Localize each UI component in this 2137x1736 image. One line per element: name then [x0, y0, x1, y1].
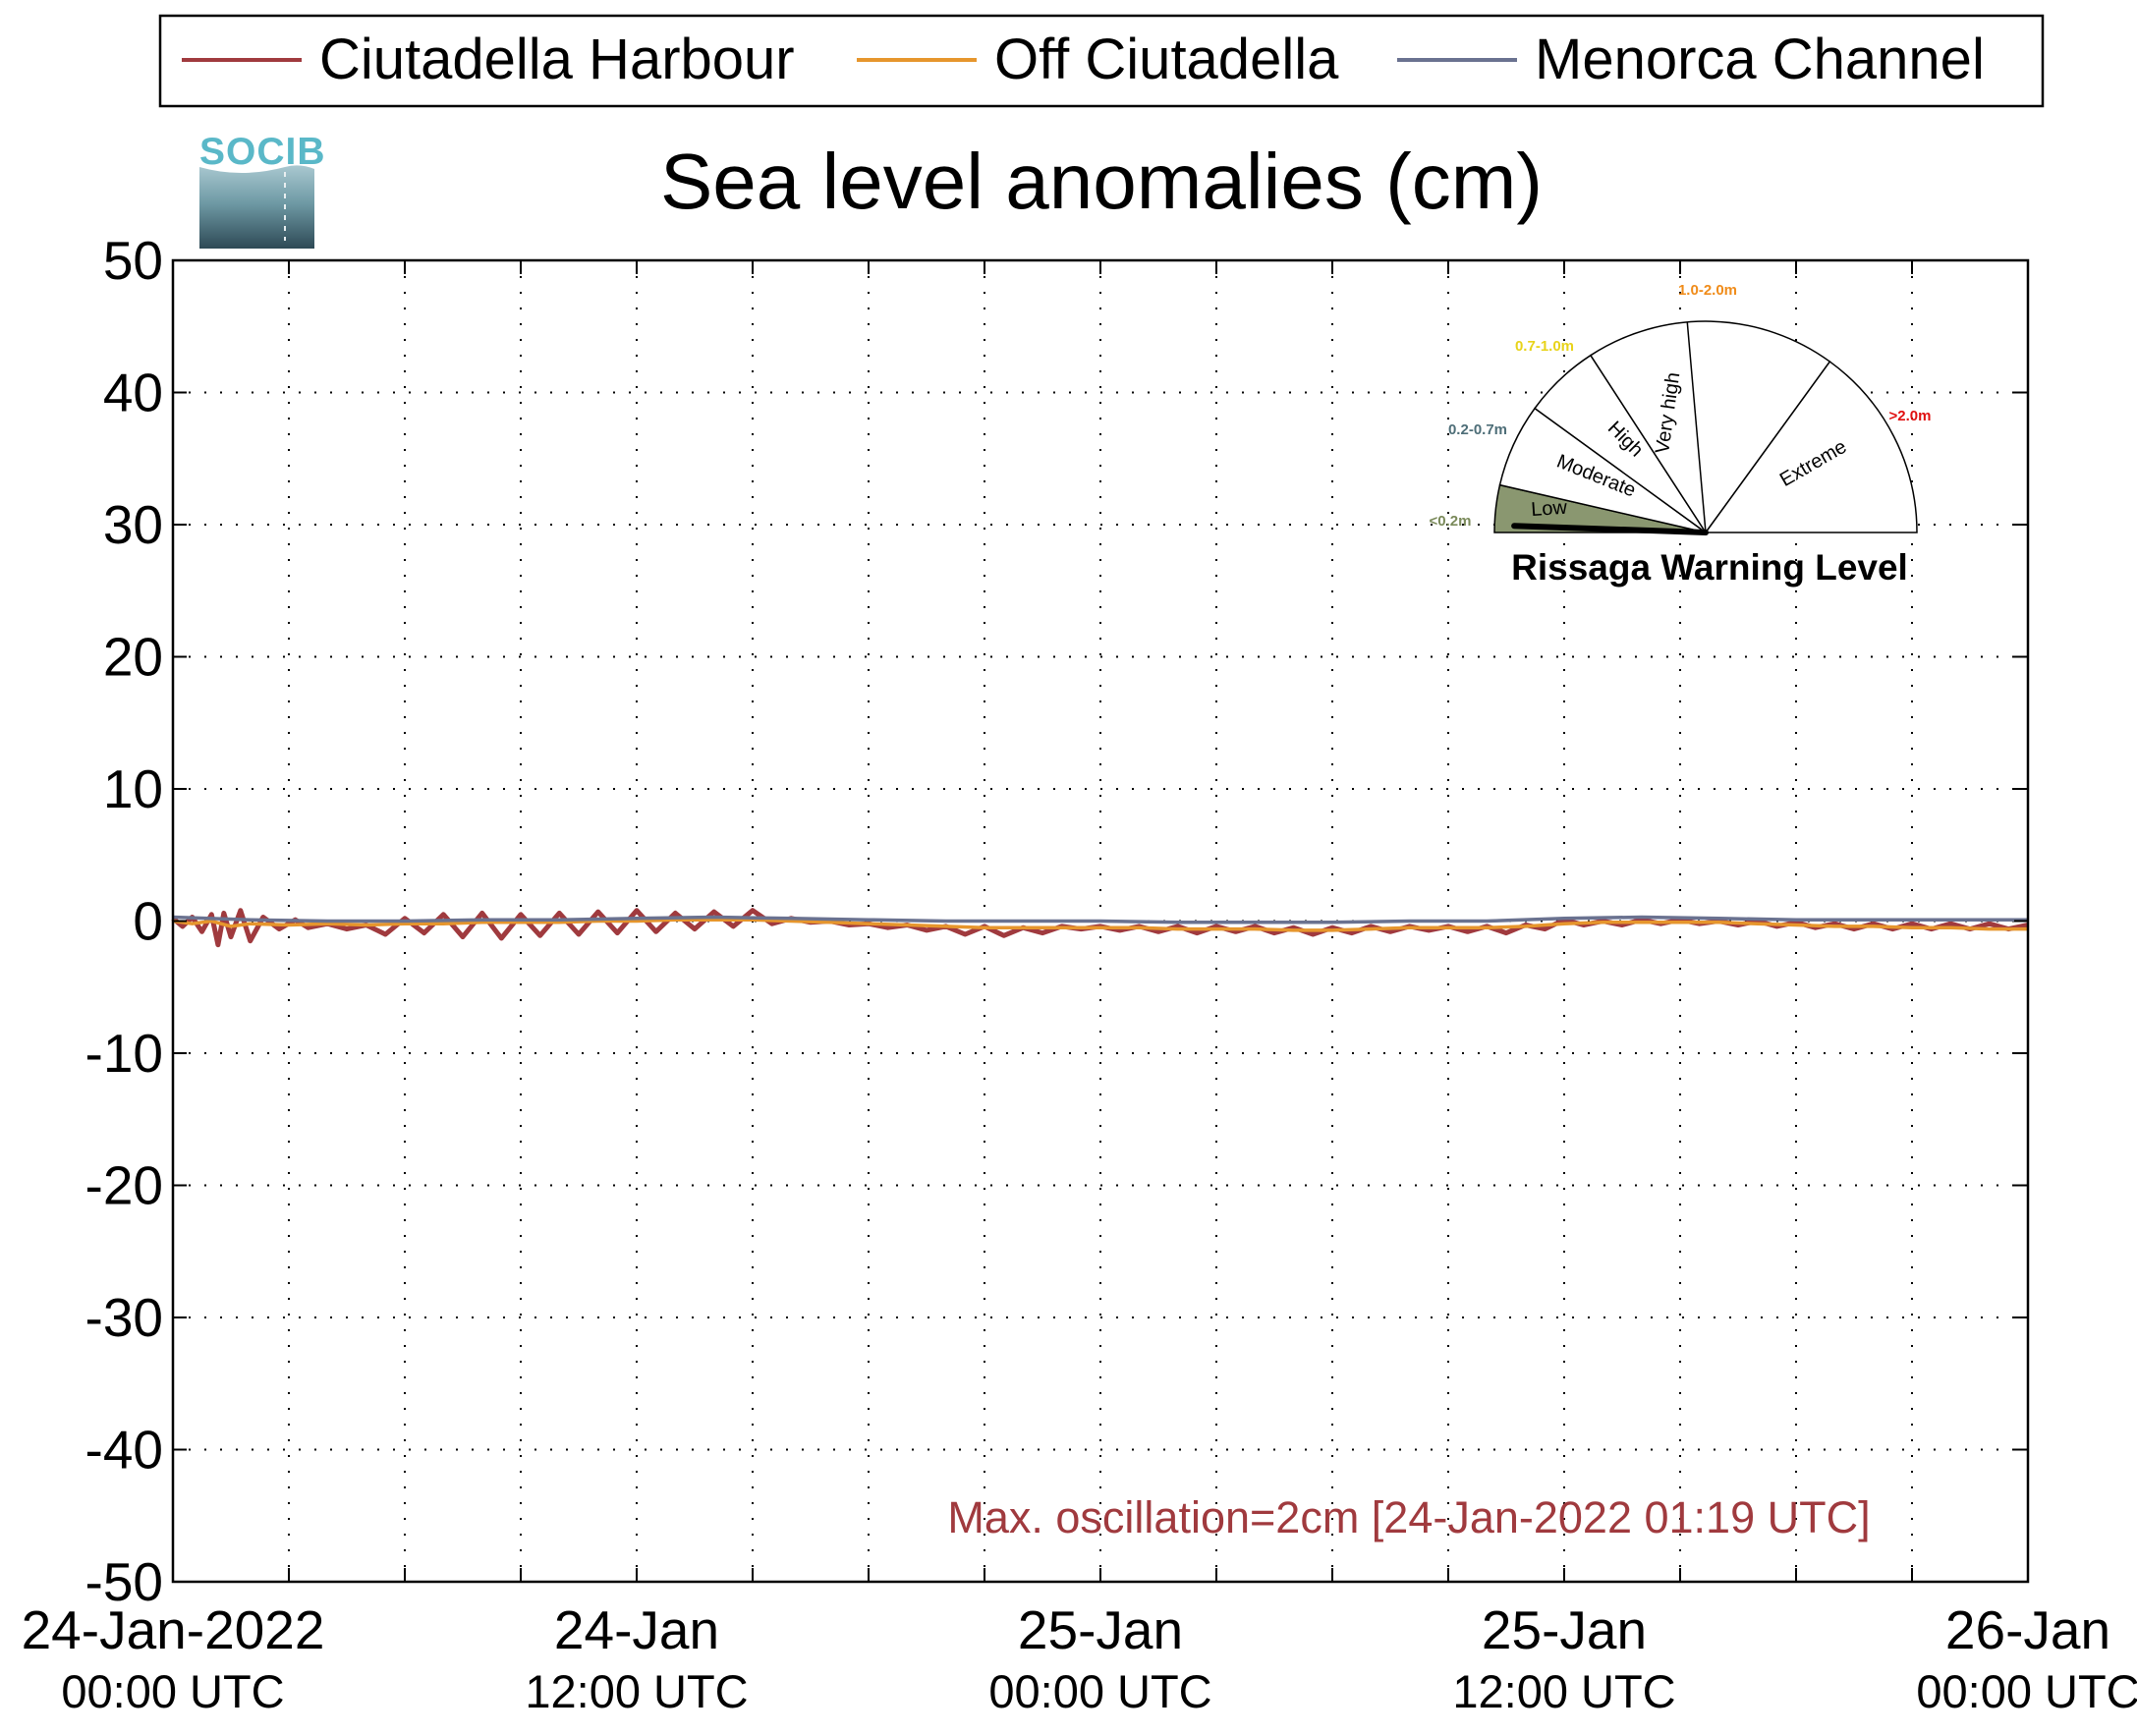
- logo-text: SOCIB: [199, 131, 326, 173]
- gauge-range-label: 1.0-2.0m: [1678, 282, 1737, 299]
- gauge-range-label: <0.2m: [1430, 513, 1472, 530]
- series-line-3: [172, 915, 2028, 924]
- x-tick-label-time: 00:00 UTC: [988, 1665, 1211, 1717]
- y-tick-label: 0: [133, 891, 163, 952]
- legend-label: Ciutadella Harbour: [319, 28, 795, 91]
- y-tick-label: 10: [103, 758, 163, 819]
- y-tick-label: -20: [85, 1155, 164, 1216]
- ticks: [173, 259, 2028, 1583]
- gauge-range-label: 0.7-1.0m: [1515, 338, 1574, 355]
- x-tick-label-time: 00:00 UTC: [61, 1665, 284, 1717]
- legend-label: Off Ciutadella: [994, 28, 1339, 91]
- series-layer: [171, 908, 2029, 948]
- y-tick-label: -10: [85, 1023, 164, 1084]
- y-axis-labels: 50 40 30 20 10 0 -10 -20 -30 -40 -50: [85, 230, 164, 1612]
- gauge-sector: [1704, 361, 1918, 533]
- max-oscillation-annotation: Max. oscillation=2cm [24-Jan-2022 01:19 …: [947, 1492, 1870, 1542]
- gauge-divider: [1686, 321, 1707, 533]
- gauge-sector: [1589, 320, 1831, 534]
- y-tick-label: -50: [85, 1551, 164, 1612]
- y-tick-label: 20: [103, 627, 163, 688]
- y-tick-label: -40: [85, 1420, 164, 1481]
- gauge-needle: [1511, 523, 1709, 535]
- x-tick-label-time: 00:00 UTC: [1916, 1665, 2137, 1717]
- x-tick-label-date: 24-Jan: [554, 1599, 719, 1660]
- legend-label: Menorca Channel: [1535, 28, 1985, 91]
- gauge-range-label: 0.2-0.7m: [1448, 421, 1507, 438]
- gauge-sector-label: Low: [1531, 497, 1569, 522]
- legend-box: [158, 14, 2045, 108]
- logo-wave-shape: [199, 165, 314, 249]
- gauge-range-label: >2.0m: [1889, 408, 1932, 424]
- legend-items: Ciutadella Harbour Off Ciutadella Menorca …: [182, 28, 1985, 91]
- chart-title: Sea level anomalies (cm): [660, 138, 1543, 225]
- gauge-title: Rissaga Warning Level: [1511, 547, 1908, 588]
- x-tick-label-date: 24-Jan-2022: [22, 1599, 325, 1660]
- x-tick-label-time: 12:00 UTC: [525, 1665, 748, 1717]
- y-tick-label: -30: [85, 1287, 164, 1348]
- x-tick-label-date: 25-Jan: [1482, 1599, 1647, 1660]
- y-tick-label: 40: [103, 363, 163, 423]
- x-tick-label-date: 26-Jan: [1945, 1599, 2110, 1660]
- x-tick-label-date: 25-Jan: [1018, 1599, 1183, 1660]
- y-tick-label: 50: [103, 230, 163, 291]
- series-line-2: [172, 918, 2028, 932]
- x-tick-label-time: 12:00 UTC: [1452, 1665, 1675, 1717]
- socib-logo: SOCIB: [199, 131, 326, 249]
- y-tick-label: 30: [103, 494, 163, 555]
- legend: Ciutadella Harbour Off Ciutadella Menorca …: [158, 14, 2045, 108]
